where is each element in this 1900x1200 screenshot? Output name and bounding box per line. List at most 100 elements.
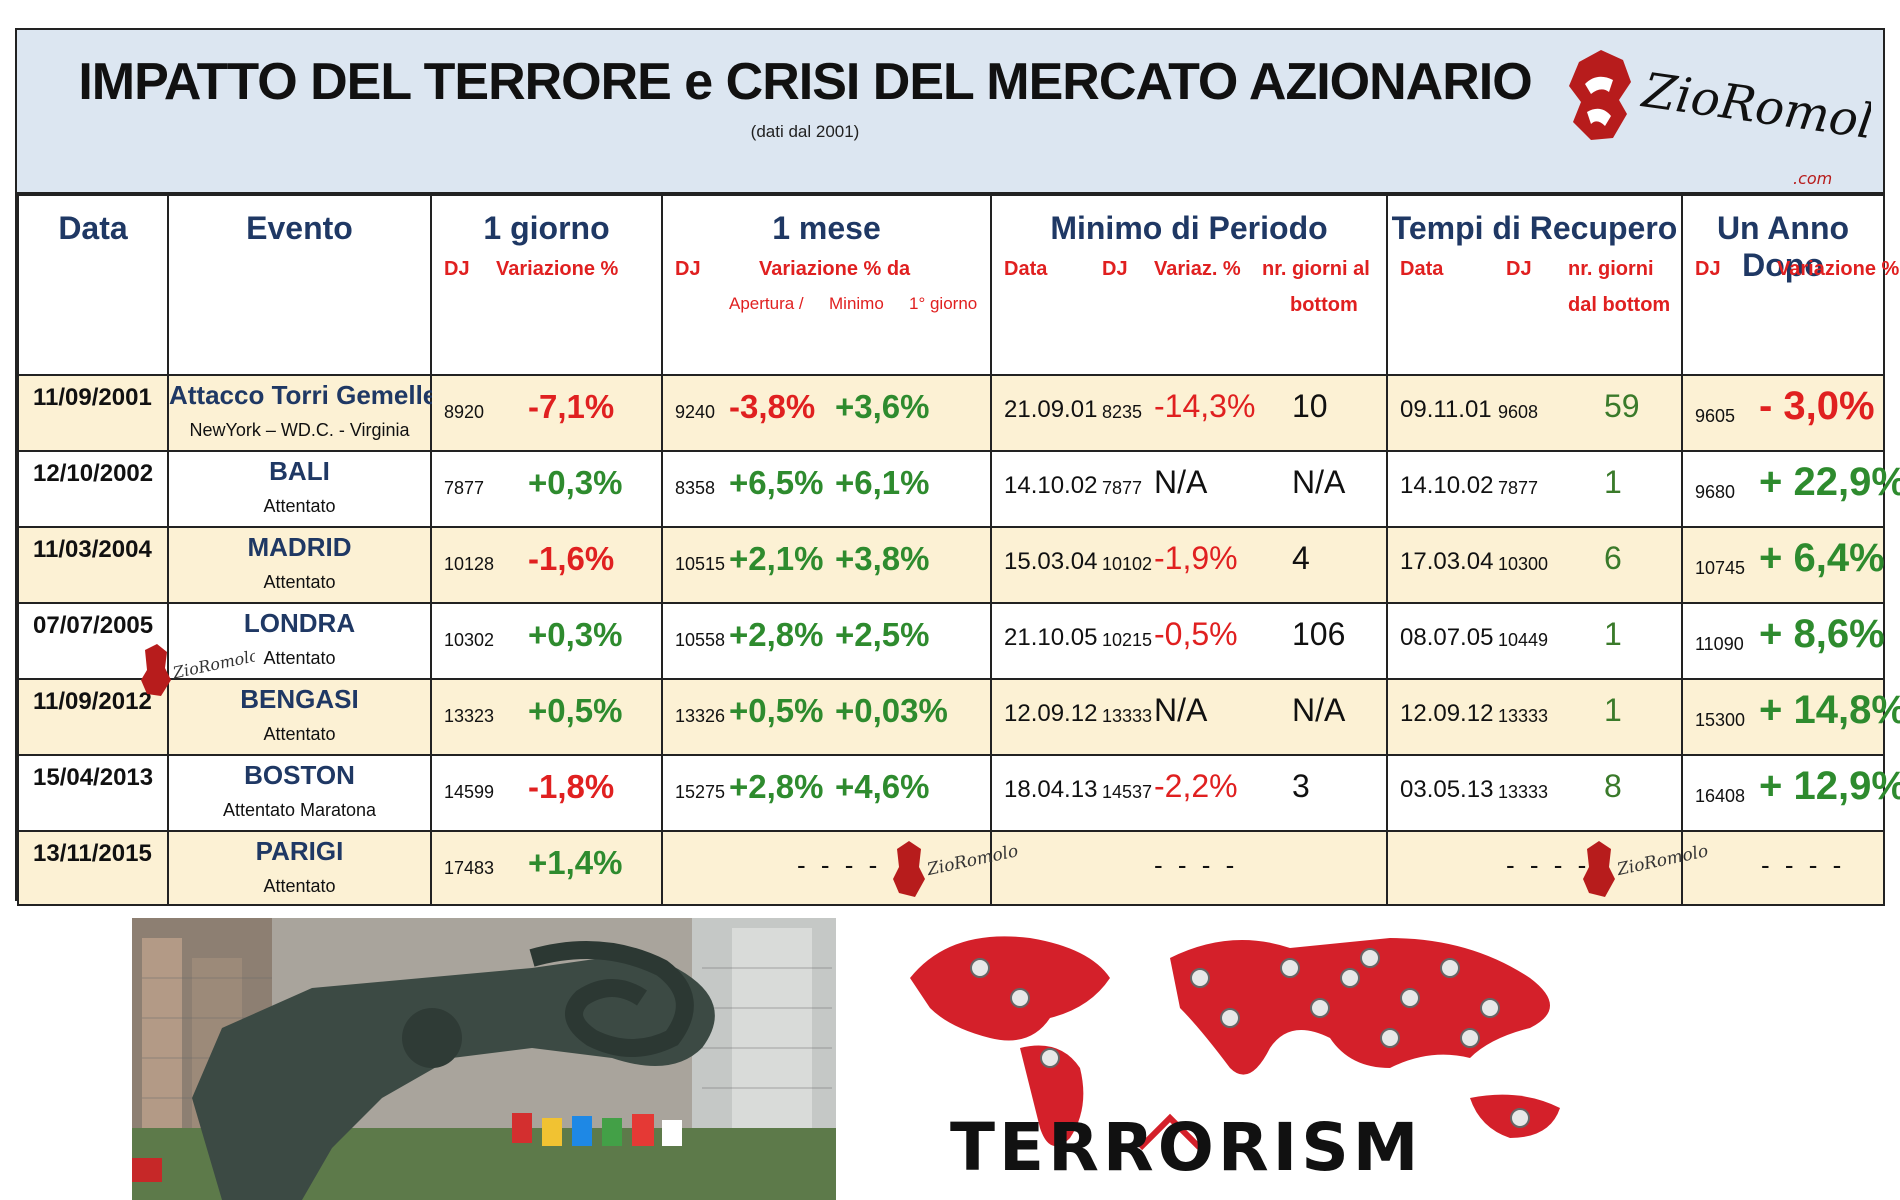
variation-value: +2,1% — [729, 540, 824, 577]
event-date: 07/07/2005 — [33, 612, 154, 639]
min-date: 14.10.02 — [1004, 472, 1098, 499]
watermark-logo: ZioRomolo — [141, 644, 255, 696]
cell-recupero: 12.09.12 13333 1 — [1386, 678, 1683, 756]
days-from-bottom: 8 — [1604, 768, 1622, 804]
cell-evento: PARIGI Attentato — [167, 830, 432, 906]
cell-data: 11/09/2001 — [17, 374, 169, 452]
dj-value: 13323 — [444, 706, 495, 726]
cell-1-mese: 9240 -3,8% +3,6% — [661, 374, 992, 452]
min-date: 15.03.04 — [1004, 548, 1098, 575]
variation-value: -7,1% — [528, 388, 615, 425]
header-evento: Evento — [167, 194, 432, 376]
cell-1-giorno: 10302 +0,3% — [430, 602, 663, 680]
dj-value: 8920 — [444, 402, 485, 422]
data-table-frame: IMPATTO DEL TERRORE e CRISI DEL MERCATO … — [15, 28, 1900, 906]
cell-recupero: 14.10.02 7877 1 — [1386, 450, 1683, 528]
event-subtitle: Attentato — [263, 572, 336, 592]
days-to-bottom: 10 — [1292, 388, 1328, 424]
cell-recupero: 08.07.05 10449 1 — [1386, 602, 1683, 680]
variation-value: +1,4% — [528, 844, 623, 881]
table-row: 12/10/2002 BALI Attentato 7877 +0,3% 8358 +6,5… — [17, 450, 1900, 528]
dj-value: 9240 — [675, 402, 716, 422]
table-row: 11/09/2012 BENGASI Attentato 13323 +0,5% 1332… — [17, 678, 1900, 756]
cell-data: 07/07/2005 — [17, 602, 169, 680]
cell-1-giorno: 17483 +1,4% — [430, 830, 663, 906]
dj-value: 7877 — [1102, 478, 1143, 498]
cell-minimo: 21.10.05 10215 -0,5% 106 — [990, 602, 1388, 680]
dj-value: 10449 — [1498, 630, 1549, 650]
min-date: 12.09.12 — [1004, 700, 1098, 727]
empty-marker: - - - - — [1761, 850, 1846, 880]
variation-value: N/A — [1154, 692, 1208, 728]
event-subtitle: Attentato — [263, 724, 336, 744]
recovery-date: 09.11.01 — [1400, 396, 1492, 423]
empty-marker: - - - - — [1506, 850, 1591, 880]
events-table: Data Evento 1 giorno DJ Variazione % 1 m… — [17, 194, 1900, 906]
recovery-date: 08.07.05 — [1400, 624, 1494, 651]
days-to-bottom: N/A — [1292, 692, 1346, 728]
event-name: MADRID — [247, 532, 352, 562]
event-subtitle: Attentato — [263, 876, 336, 896]
variation-value: +6,5% — [729, 464, 824, 501]
variation-value: +2,8% — [729, 768, 824, 805]
cell-1-mese: - - - - — [661, 830, 992, 906]
illustrations: TERRORISM — [0, 918, 1900, 1200]
variation-value: -1,9% — [1154, 540, 1238, 576]
svg-text:ZioRomolo: ZioRomolo — [170, 646, 255, 683]
cell-anno-dopo: 10745 + 6,4% — [1681, 526, 1885, 604]
event-date: 15/04/2013 — [33, 764, 154, 791]
variation-value: -1,8% — [528, 768, 615, 805]
dj-value: 16408 — [1695, 786, 1746, 806]
event-name: PARIGI — [255, 836, 344, 866]
cell-minimo: 14.10.02 7877 N/A N/A — [990, 450, 1388, 528]
page-title: IMPATTO DEL TERRORE e CRISI DEL MERCATO … — [78, 53, 1532, 111]
event-name: Attacco Torri Gemelle — [169, 380, 438, 410]
cell-1-mese: 10558 +2,8% +2,5% — [661, 602, 992, 680]
variation-value: +0,3% — [528, 464, 623, 501]
event-subtitle: Attentato Maratona — [222, 800, 377, 820]
dj-value: 14599 — [444, 782, 495, 802]
watermark-logo: ZioRomolo — [893, 841, 1020, 897]
days-to-bottom: 106 — [1292, 616, 1346, 652]
event-date: 13/11/2015 — [33, 840, 152, 867]
cell-anno-dopo: 9605 - 3,0% — [1681, 374, 1885, 452]
event-date: 11/03/2004 — [33, 536, 152, 563]
dj-value: 9608 — [1498, 402, 1539, 422]
watermark-logo: ZioRomolo — [1583, 841, 1710, 897]
cell-1-giorno: 13323 +0,5% — [430, 678, 663, 756]
cell-evento: MADRID Attentato — [167, 526, 432, 604]
dj-value: 9680 — [1695, 482, 1736, 502]
dj-value: 9605 — [1695, 406, 1736, 426]
days-from-bottom: 1 — [1604, 616, 1622, 652]
variation-value: -2,2% — [1154, 768, 1238, 804]
cell-evento: BALI Attentato — [167, 450, 432, 528]
variation-value: +6,1% — [835, 464, 930, 501]
cell-data: 11/03/2004 — [17, 526, 169, 604]
cell-recupero: 17.03.04 10300 6 — [1386, 526, 1683, 604]
cell-anno-dopo: 11090 + 8,6% — [1681, 602, 1885, 680]
dj-value: 10558 — [675, 630, 726, 650]
svg-text:TERRORISM: TERRORISM — [950, 1109, 1422, 1186]
event-subtitle: Attentato — [263, 496, 336, 516]
cell-data: 12/10/2002 — [17, 450, 169, 528]
zioromolo-logo: ZioRomolo .com — [1569, 50, 1871, 188]
dj-value: 10102 — [1102, 554, 1153, 574]
cell-recupero: 03.05.13 13333 8 — [1386, 754, 1683, 832]
cell-recupero: - - - - — [1386, 830, 1683, 906]
variation-value: +3,6% — [835, 388, 930, 425]
variation-value: - 3,0% — [1759, 384, 1875, 428]
variation-value: N/A — [1154, 464, 1208, 500]
cell-evento: Attacco Torri Gemelle NewYork – WD.C. - V… — [167, 374, 438, 452]
days-from-bottom: 59 — [1604, 388, 1640, 424]
table-row: 15/04/2013 BOSTON Attentato Maratona 14599 -… — [17, 754, 1900, 832]
variation-value: -1,6% — [528, 540, 615, 577]
recovery-date: 17.03.04 — [1400, 548, 1494, 575]
header-1-giorno: 1 giorno DJ Variazione % — [430, 194, 663, 376]
header-tempi-recupero: Tempi di Recupero Data DJ nr. giorni dal… — [1386, 194, 1683, 376]
min-date: 21.09.01 — [1004, 396, 1098, 423]
cell-minimo: - - - - — [990, 830, 1388, 906]
header-1-mese: 1 mese DJ Variazione % da Apertura / Min… — [661, 194, 992, 376]
empty-marker: - - - - — [1154, 850, 1239, 880]
svg-text:ZioRomolo: ZioRomolo — [1614, 841, 1710, 880]
dj-value: 13333 — [1498, 782, 1549, 802]
